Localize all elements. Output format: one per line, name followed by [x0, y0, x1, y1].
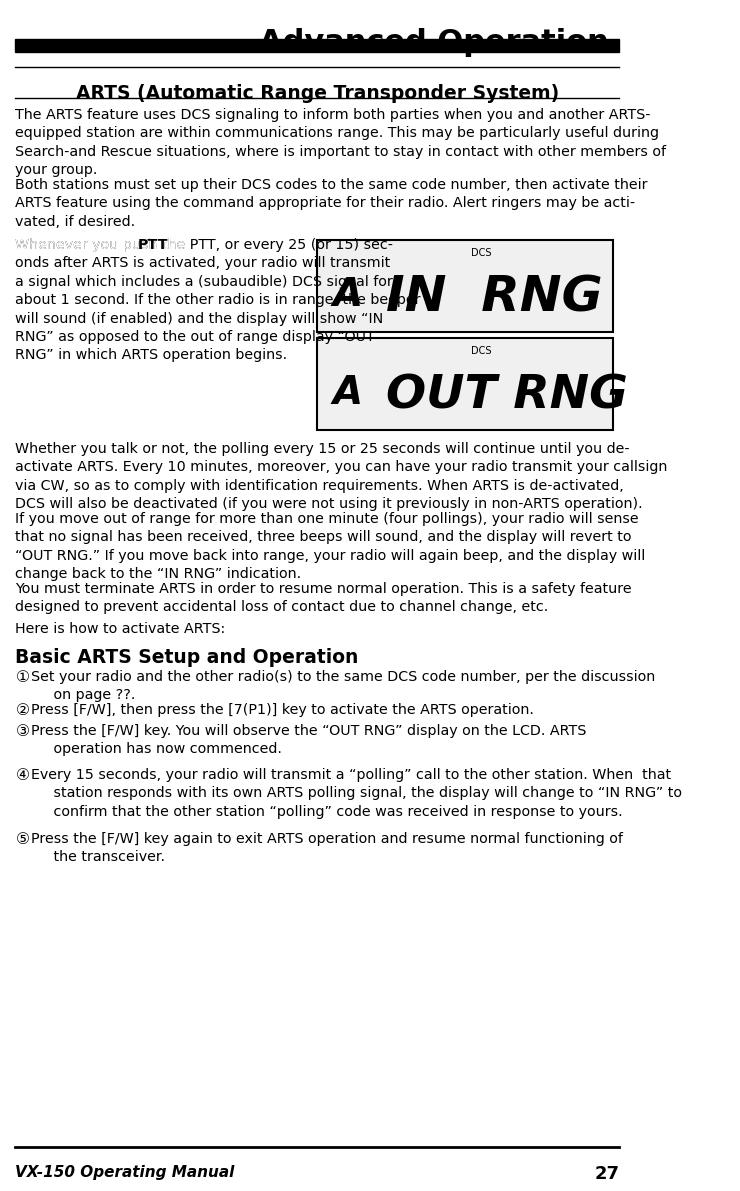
Text: Press the [F/W] key. You will observe the “OUT RNG” display on the LCD. ARTS
   : Press the [F/W] key. You will observe th… [31, 724, 586, 756]
Text: A: A [333, 276, 363, 314]
Text: Press the [F/W] key again to exit ARTS operation and resume normal functioning o: Press the [F/W] key again to exit ARTS o… [31, 833, 623, 865]
Text: Whether you talk or not, the polling every 15 or 25 seconds will continue until : Whether you talk or not, the polling eve… [16, 442, 667, 511]
Text: Advanced Operation: Advanced Operation [259, 29, 609, 57]
Bar [16, 39, 619, 52]
Text: VX-150 Operating Manual: VX-150 Operating Manual [16, 1165, 235, 1180]
Text: DCS: DCS [471, 347, 491, 356]
Text: PTT: PTT [138, 238, 169, 252]
Text: ①: ① [16, 671, 30, 685]
Text: OUT RNG: OUT RNG [386, 374, 628, 418]
Text: “: “ [16, 542, 23, 556]
Text: ②: ② [16, 703, 30, 718]
Text: The ARTS feature uses DCS signaling to inform both parties when you and another : The ARTS feature uses DCS signaling to i… [16, 108, 667, 177]
Text: Basic ARTS Setup and Operation: Basic ARTS Setup and Operation [16, 648, 359, 667]
Text: ⑤: ⑤ [16, 833, 30, 847]
Text: IN  RNG: IN RNG [386, 274, 602, 322]
Text: DCS: DCS [471, 248, 491, 258]
Text: Here is how to activate ARTS:: Here is how to activate ARTS: [16, 622, 226, 636]
FancyBboxPatch shape [317, 338, 613, 430]
Text: A: A [333, 374, 363, 412]
Text: ③: ③ [16, 724, 30, 738]
Text: Press [F/W], then press the [7(P1)] key to activate the ARTS operation.: Press [F/W], then press the [7(P1)] key … [31, 703, 534, 717]
Text: Both stations must set up their DCS codes to the same code number, then activate: Both stations must set up their DCS code… [16, 177, 648, 229]
Text: If you move out of range for more than one minute (four pollings), your radio wi: If you move out of range for more than o… [16, 512, 646, 581]
Text: You must terminate ARTS in order to resume normal operation. This is a safety fe: You must terminate ARTS in order to resu… [16, 582, 632, 615]
FancyBboxPatch shape [317, 241, 613, 332]
Text: Set your radio and the other radio(s) to the same DCS code number, per the discu: Set your radio and the other radio(s) to… [31, 671, 655, 703]
Text: ④: ④ [16, 768, 30, 782]
Text: 27: 27 [594, 1165, 619, 1183]
Text: Whenever you push the: Whenever you push the [16, 238, 190, 252]
Text: Whenever you push the PTT, or every 25 (or 15) sec-
onds after ARTS is activated: Whenever you push the PTT, or every 25 (… [16, 238, 421, 362]
Text: Every 15 seconds, your radio will transmit a “polling” call to the other station: Every 15 seconds, your radio will transm… [31, 768, 682, 818]
Text: ARTS (Automatic Range Transponder System): ARTS (Automatic Range Transponder System… [75, 85, 559, 102]
